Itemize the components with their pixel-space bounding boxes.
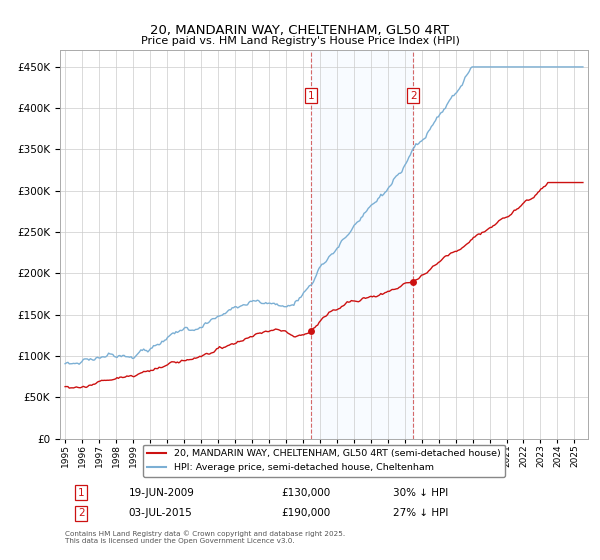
Text: £190,000: £190,000 — [282, 508, 331, 518]
Text: 2: 2 — [410, 91, 416, 101]
Text: 1: 1 — [78, 488, 85, 498]
Text: 2: 2 — [78, 508, 85, 518]
Text: 1: 1 — [307, 91, 314, 101]
Text: £130,000: £130,000 — [282, 488, 331, 498]
Text: 03-JUL-2015: 03-JUL-2015 — [128, 508, 193, 518]
Text: 30% ↓ HPI: 30% ↓ HPI — [392, 488, 448, 498]
Text: Contains HM Land Registry data © Crown copyright and database right 2025.
This d: Contains HM Land Registry data © Crown c… — [65, 530, 346, 544]
Text: 19-JUN-2009: 19-JUN-2009 — [128, 488, 194, 498]
Text: 27% ↓ HPI: 27% ↓ HPI — [392, 508, 448, 518]
Text: Price paid vs. HM Land Registry's House Price Index (HPI): Price paid vs. HM Land Registry's House … — [140, 36, 460, 46]
Bar — [311, 50, 413, 438]
Text: 20, MANDARIN WAY, CHELTENHAM, GL50 4RT: 20, MANDARIN WAY, CHELTENHAM, GL50 4RT — [151, 24, 449, 38]
Legend: 20, MANDARIN WAY, CHELTENHAM, GL50 4RT (semi-detached house), HPI: Average price: 20, MANDARIN WAY, CHELTENHAM, GL50 4RT (… — [143, 445, 505, 477]
